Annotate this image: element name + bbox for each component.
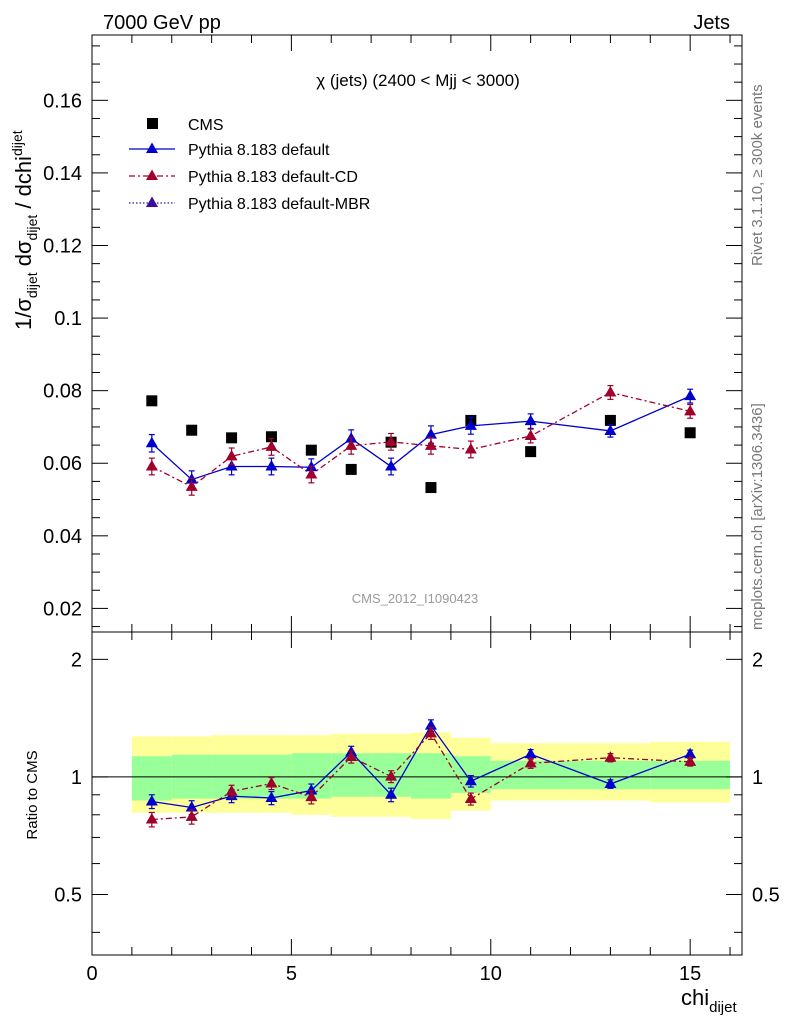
pythia-8-183-default-cd-ratio-point — [185, 810, 198, 821]
pythia-8-183-default-cd-ratio-line — [151, 732, 691, 821]
pythia-8-183-default-cd-ratio-point — [145, 813, 158, 824]
legend-mbr-label: Pythia 8.183 default-MBR — [188, 196, 370, 213]
y-tick-label: 0.04 — [43, 526, 82, 548]
pythia-8-183-default-point — [464, 419, 477, 430]
pythia-8-183-default-point — [684, 389, 697, 401]
pythia-8-183-default-cd-point — [345, 439, 358, 450]
pythia-8-183-default-cd-point — [225, 449, 238, 461]
y-tick-label: 0.14 — [43, 163, 82, 185]
header-left: 7000 GeV pp — [103, 12, 221, 34]
pythia-8-183-default-ratio-point — [524, 747, 537, 759]
cms-point — [425, 482, 437, 494]
y-tick-label: 0.08 — [43, 381, 82, 403]
mcplots-label: mcplots.cern.ch [arXiv:1306.3436] — [749, 403, 766, 630]
cms-point — [525, 446, 537, 458]
pythia-8-183-default-cd-point — [385, 435, 398, 446]
pythia-8-183-default-cd-ratio-point — [385, 770, 398, 781]
cms-point — [345, 463, 357, 475]
ratio-plot-frame — [91, 631, 743, 956]
cms-point — [305, 444, 317, 456]
pythia-8-183-default-cd-point — [265, 440, 278, 451]
pythia-8-183-default-ratio-point — [604, 777, 617, 789]
pythia-8-183-default-ratio-point — [265, 791, 278, 803]
ratio-tick-label-right: 1 — [752, 767, 763, 789]
ratio-band-inner — [411, 753, 451, 799]
ratio-tick-label: 1 — [71, 767, 82, 789]
pythia-8-183-default-cd-point — [424, 439, 437, 450]
pythia-8-183-default-ratio-point — [145, 795, 158, 806]
pythia-8-183-default-cd-point — [145, 460, 158, 471]
chart-title: χ (jets) (2400 < Mjj < 3000) — [316, 71, 520, 90]
legend-cms-marker — [147, 118, 158, 129]
legend-cms-label: CMS — [188, 117, 224, 134]
pythia-8-183-default-cd-ratio-point — [524, 756, 537, 768]
pythia-8-183-default-cd-ratio-point — [345, 750, 358, 761]
ratio-tick-label: 0.5 — [54, 885, 82, 907]
y-tick-label: 0.06 — [43, 453, 82, 475]
legend-cd-label: Pythia 8.183 default-CD — [188, 169, 358, 186]
ratio-band-inner — [131, 756, 172, 801]
y-axis-label: 1/σdijet dσdijet / dchidijet — [9, 130, 40, 330]
pythia-8-183-default-cd-ratio-point — [604, 751, 617, 762]
x-tick-label: 15 — [679, 963, 701, 985]
legend-mbr-marker — [146, 196, 158, 207]
pythia-8-183-default-point — [604, 424, 617, 435]
header-right: Jets — [693, 12, 730, 34]
pythia-8-183-default-point — [424, 428, 437, 439]
legend: CMS Pythia 8.183 default Pythia 8.183 de… — [129, 117, 370, 213]
pythia-8-183-default-ratio-point — [464, 774, 477, 786]
pythia-8-183-default-cd-point — [524, 429, 537, 441]
pythia-8-183-default-point — [145, 436, 158, 448]
pythia-8-183-default-line — [151, 395, 691, 481]
cms-point — [265, 431, 277, 443]
pythia-8-183-default-cd-ratio-point — [305, 790, 318, 802]
pythia-8-183-default-cd-ratio-point — [225, 784, 238, 796]
x-tick-label: 10 — [480, 963, 502, 985]
pythia-8-183-default-cd-point — [305, 467, 318, 479]
x-tick-label: 5 — [286, 963, 297, 985]
cms-point — [226, 432, 238, 444]
pythia-8-183-default-ratio-point — [684, 747, 697, 759]
cms-point — [684, 427, 696, 439]
pythia-8-183-default-point — [265, 460, 278, 471]
ratio-tick-label-right: 0.5 — [752, 885, 780, 907]
x-tick-label: 0 — [86, 963, 97, 985]
pythia-8-183-default-ratio-point — [185, 801, 198, 812]
ratio-tick-label: 2 — [71, 649, 82, 671]
cms-point — [186, 424, 198, 436]
rivet-label: Rivet 3.1.10, ≥ 300k events — [749, 84, 766, 266]
x-axis-label: chidijet — [681, 985, 737, 1016]
pythia-8-183-default-ratio-point — [305, 784, 318, 795]
pythia-8-183-default-cd-point — [684, 404, 697, 416]
pythia-8-183-default-cd-point — [185, 480, 198, 491]
pythia-8-183-default-point — [385, 460, 398, 471]
watermark: CMS_2012_I1090423 — [352, 591, 479, 606]
pythia-8-183-default-cd-point — [464, 442, 477, 454]
y-tick-label: 0.16 — [43, 90, 82, 112]
pythia-8-183-default-cd-ratio-point — [424, 726, 437, 738]
legend-default-label: Pythia 8.183 default — [188, 142, 330, 159]
y-tick-label: 0.02 — [43, 598, 82, 620]
y-tick-label: 0.1 — [54, 308, 82, 330]
pythia-8-183-default-cd-point — [604, 385, 617, 397]
y-tick-label: 0.12 — [43, 235, 82, 257]
pythia-8-183-default-cd-ratio-point — [464, 792, 477, 803]
pythia-8-183-default-cd-ratio-point — [684, 755, 697, 766]
legend-default-marker — [146, 142, 158, 153]
cms-point — [146, 395, 158, 407]
pythia-8-183-default-ratio-line — [151, 724, 691, 809]
pythia-8-183-default-ratio-point — [385, 788, 398, 799]
cms-point — [604, 414, 616, 426]
ratio-axis-label: Ratio to CMS — [24, 750, 41, 839]
legend-cd-marker — [146, 169, 158, 180]
pythia-8-183-default-cd-line — [151, 391, 691, 488]
ratio-tick-label-right: 2 — [752, 649, 763, 671]
pythia-8-183-default-cd-ratio-point — [265, 776, 278, 788]
pythia-8-183-default-point — [524, 414, 537, 426]
